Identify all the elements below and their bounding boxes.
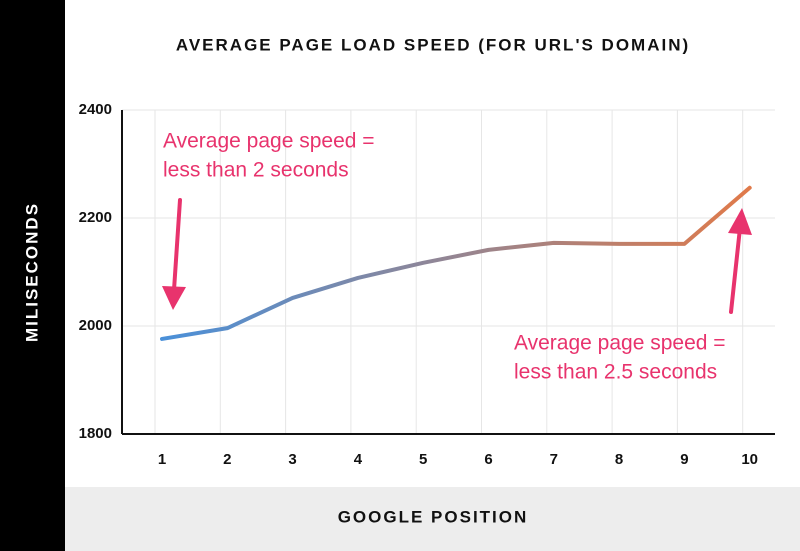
- y-axis-label: MILISECONDS: [22, 202, 41, 342]
- x-band: [65, 487, 800, 551]
- annotation: Average page speed =: [163, 130, 375, 153]
- chart-title: AVERAGE PAGE LOAD SPEED (FOR URL'S DOMAI…: [176, 35, 690, 54]
- y-tick-label: 2200: [79, 209, 112, 226]
- x-tick-label: 8: [615, 451, 623, 468]
- annotation: less than 2.5 seconds: [514, 361, 717, 384]
- annotation: less than 2 seconds: [163, 159, 349, 182]
- annotation: Average page speed =: [514, 332, 726, 355]
- y-band: [0, 0, 65, 551]
- x-tick-label: 5: [419, 451, 427, 468]
- x-tick-label: 3: [288, 451, 296, 468]
- x-tick-label: 4: [354, 451, 363, 468]
- x-tick-label: 7: [550, 451, 558, 468]
- y-tick-label: 1800: [79, 425, 112, 442]
- arrow: [729, 226, 742, 314]
- x-tick-label: 1: [158, 451, 166, 468]
- x-tick-label: 10: [741, 451, 758, 468]
- arrowhead: [728, 208, 752, 235]
- x-tick-label: 2: [223, 451, 231, 468]
- x-tick-label: 6: [484, 451, 492, 468]
- data-line: [160, 185, 752, 341]
- arrow: [172, 198, 182, 292]
- y-tick-label: 2400: [79, 101, 112, 118]
- y-tick-label: 2000: [79, 317, 112, 334]
- arrowhead: [162, 286, 186, 310]
- x-tick-label: 9: [680, 451, 688, 468]
- x-axis-label: GOOGLE POSITION: [338, 507, 529, 526]
